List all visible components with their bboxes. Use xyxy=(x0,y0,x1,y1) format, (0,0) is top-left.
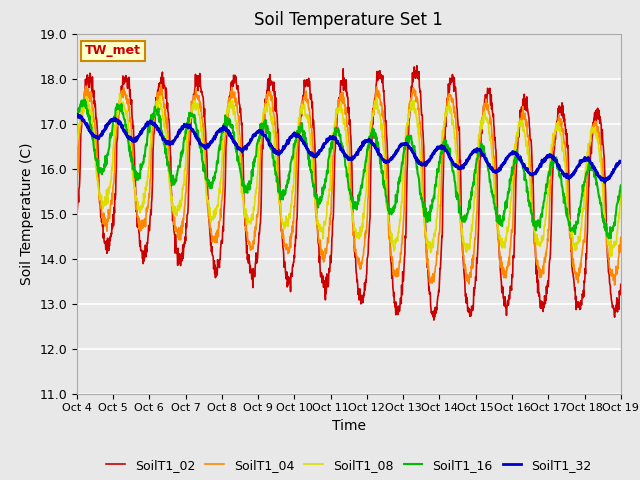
SoilT1_16 xyxy=(325,154,333,159)
SoilT1_08 xyxy=(304,113,312,119)
SoilT1_02 xyxy=(430,317,438,323)
SoilT1_04 xyxy=(611,282,618,288)
SoilT1_08 xyxy=(116,91,124,96)
Legend: SoilT1_02, SoilT1_04, SoilT1_08, SoilT1_16, SoilT1_32: SoilT1_02, SoilT1_04, SoilT1_08, SoilT1_… xyxy=(101,454,596,477)
SoilT1_08 xyxy=(138,206,145,212)
SoilT1_32 xyxy=(73,111,81,117)
SoilT1_16 xyxy=(617,182,625,188)
SoilT1_08 xyxy=(316,227,323,232)
SoilT1_32 xyxy=(304,147,312,153)
Y-axis label: Soil Temperature (C): Soil Temperature (C) xyxy=(20,143,34,285)
SoilT1_32 xyxy=(383,159,390,165)
SoilT1_02 xyxy=(137,248,145,253)
SoilT1_08 xyxy=(115,108,123,114)
X-axis label: Time: Time xyxy=(332,419,366,433)
SoilT1_16 xyxy=(304,151,312,156)
SoilT1_02 xyxy=(115,108,123,113)
SoilT1_16 xyxy=(383,199,390,204)
SoilT1_04 xyxy=(73,180,81,186)
SoilT1_04 xyxy=(325,225,333,230)
Line: SoilT1_08: SoilT1_08 xyxy=(77,94,621,256)
SoilT1_08 xyxy=(325,194,333,200)
SoilT1_04 xyxy=(617,234,625,240)
SoilT1_02 xyxy=(617,281,625,287)
SoilT1_32 xyxy=(115,120,123,126)
Line: SoilT1_02: SoilT1_02 xyxy=(77,66,621,320)
SoilT1_16 xyxy=(138,164,145,170)
SoilT1_04 xyxy=(316,240,323,246)
SoilT1_04 xyxy=(115,105,123,111)
SoilT1_04 xyxy=(137,225,145,230)
SoilT1_04 xyxy=(157,82,165,87)
SoilT1_16 xyxy=(115,107,123,112)
SoilT1_32 xyxy=(325,136,333,142)
SoilT1_04 xyxy=(304,96,312,102)
Text: TW_met: TW_met xyxy=(85,44,141,58)
SoilT1_32 xyxy=(617,159,625,165)
SoilT1_02 xyxy=(325,276,333,281)
SoilT1_02 xyxy=(383,130,390,135)
SoilT1_16 xyxy=(81,96,88,102)
Title: Soil Temperature Set 1: Soil Temperature Set 1 xyxy=(254,11,444,29)
Line: SoilT1_32: SoilT1_32 xyxy=(77,114,621,182)
SoilT1_02 xyxy=(315,241,323,247)
SoilT1_02 xyxy=(304,83,312,89)
SoilT1_32 xyxy=(315,151,323,156)
SoilT1_08 xyxy=(606,253,614,259)
SoilT1_02 xyxy=(413,63,420,69)
Line: SoilT1_16: SoilT1_16 xyxy=(77,99,621,238)
SoilT1_32 xyxy=(601,180,609,185)
SoilT1_08 xyxy=(617,190,625,195)
SoilT1_02 xyxy=(73,206,81,212)
Line: SoilT1_04: SoilT1_04 xyxy=(77,84,621,285)
SoilT1_08 xyxy=(73,143,81,148)
SoilT1_08 xyxy=(383,198,390,204)
SoilT1_16 xyxy=(73,113,81,119)
SoilT1_16 xyxy=(316,197,323,203)
SoilT1_16 xyxy=(607,235,614,241)
SoilT1_04 xyxy=(383,180,390,186)
SoilT1_32 xyxy=(137,128,145,134)
